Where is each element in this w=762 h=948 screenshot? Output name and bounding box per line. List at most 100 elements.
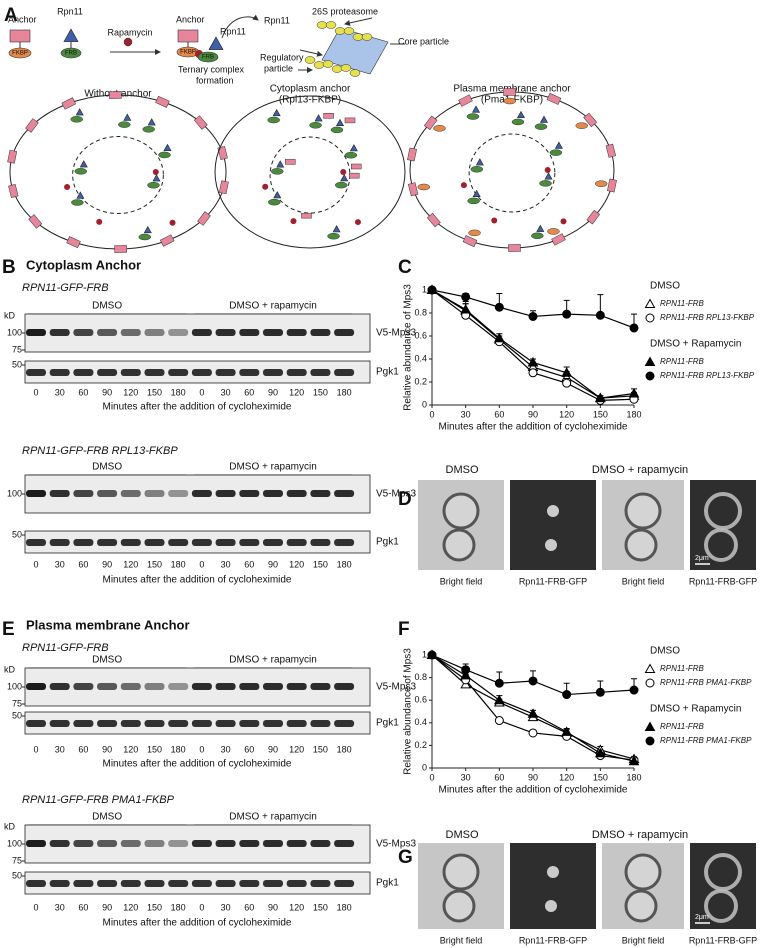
x-tick-label: 60 [494, 409, 504, 419]
band [215, 369, 236, 376]
band [191, 490, 212, 497]
marker [461, 665, 471, 675]
band [215, 840, 236, 847]
band-label: V5-Mps3 [376, 682, 416, 693]
panel-letter: B [2, 257, 16, 278]
marker [528, 676, 538, 686]
lane-label: 180 [171, 902, 186, 912]
diagram-label: 26S proteasome [312, 6, 378, 16]
band [191, 539, 212, 546]
legend-marker [645, 678, 655, 688]
lane-label: 30 [55, 559, 65, 569]
regulatory-particle [352, 33, 364, 41]
marker [595, 687, 605, 697]
band [191, 880, 212, 887]
marker [595, 310, 605, 320]
band [263, 490, 283, 497]
frb-icon [327, 232, 340, 240]
lane-label: 60 [78, 387, 88, 397]
lane-label: 30 [55, 387, 65, 397]
rapamycin-dot [544, 167, 551, 173]
frb-icon [511, 118, 525, 126]
rapamycin-dot [64, 183, 71, 190]
legend-label: RPN11-FRB [660, 357, 705, 366]
band [215, 490, 236, 497]
gfp-signal [547, 866, 559, 878]
diagram-label: Rpn11 [57, 6, 83, 16]
legend-marker [644, 663, 656, 673]
band [26, 490, 46, 497]
rpn11-icon [79, 160, 88, 168]
lane-label: 150 [147, 902, 162, 912]
band [26, 369, 46, 376]
marker [427, 285, 437, 295]
x-tick-label: 30 [461, 409, 471, 419]
band [263, 840, 283, 847]
panel-letter: A [4, 5, 18, 26]
diagram-label: FKBP [12, 51, 28, 57]
band [49, 840, 70, 847]
membrane-protein [462, 235, 478, 248]
legend-marker [644, 356, 656, 366]
frb-icon [267, 116, 280, 124]
fkbp-icon [575, 122, 588, 129]
marker-label: 75 [12, 698, 22, 708]
marker [460, 669, 472, 680]
gfp-signal [704, 492, 742, 530]
lane-label: 60 [78, 559, 88, 569]
lane-label: 90 [102, 902, 112, 912]
band [144, 720, 165, 727]
rpn11-icon [554, 141, 563, 149]
marker-label: 50 [12, 359, 22, 369]
band [239, 490, 260, 497]
band [286, 490, 307, 497]
legend-marker [644, 721, 656, 731]
membrane-protein [8, 183, 19, 198]
lane-label: 120 [123, 902, 138, 912]
rapamycin-dot [354, 219, 361, 226]
band [97, 880, 118, 887]
group-label: DMSO + rapamycin [229, 812, 317, 823]
cell-outline [442, 528, 476, 562]
x-tick-label: 0 [429, 772, 434, 782]
band [191, 329, 212, 336]
blot-xlabel: Minutes after the addition of cyclohexim… [103, 402, 292, 413]
regulatory-particle [325, 21, 337, 29]
frb-icon [147, 182, 160, 189]
fkbp-icon [547, 228, 560, 235]
band [26, 683, 46, 690]
lane-label: 120 [123, 559, 138, 569]
y-tick-label: 0.4 [414, 353, 427, 363]
group-label: DMSO + rapamycin [229, 301, 317, 312]
series-line [431, 289, 635, 399]
panel-letter: F [398, 619, 410, 640]
regulatory-particle [304, 56, 316, 64]
x-tick-label: 120 [559, 409, 574, 419]
band [168, 880, 189, 887]
cell-outline [624, 853, 662, 891]
lane-label: 120 [289, 744, 304, 754]
gfp-signal [704, 853, 742, 891]
frb-icon [138, 233, 152, 241]
band [310, 369, 331, 376]
frb-icon [466, 113, 480, 120]
lane-label: 90 [102, 744, 112, 754]
group-label: DMSO [92, 301, 122, 312]
x-tick-label: 90 [528, 772, 538, 782]
frb-icon [330, 126, 344, 134]
membrane-protein [508, 244, 521, 252]
x-tick-label: 0 [429, 409, 434, 419]
lane-label: 180 [337, 559, 352, 569]
rapamycin-dot [460, 182, 467, 189]
frb-icon [70, 116, 83, 123]
marker [461, 292, 471, 302]
legend-group: DMSO [650, 646, 680, 657]
band [334, 369, 355, 376]
group-label: DMSO [92, 462, 122, 473]
band [334, 490, 355, 497]
x-axis-label: Minutes after the addition of cyclohexim… [439, 422, 628, 433]
frb-icon [158, 151, 171, 159]
regulatory-particle [340, 64, 352, 72]
anchor-icon [351, 163, 362, 170]
diagram-label: FRB [65, 51, 77, 57]
